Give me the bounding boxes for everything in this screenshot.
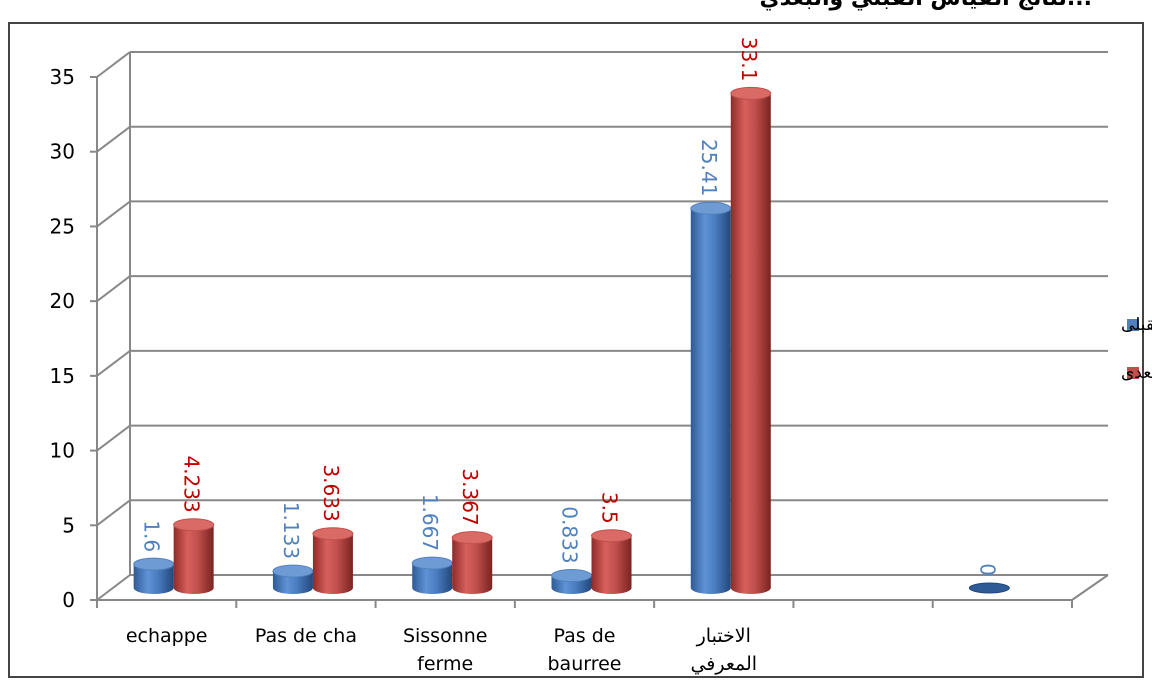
chart-title: ...نتائج القياس القبلي والبعدي xyxy=(759,0,1092,11)
bar-top xyxy=(451,531,493,545)
legend-swatch xyxy=(1127,319,1139,331)
y-tick-label: 15 xyxy=(50,364,75,388)
chart-title-strip: ...نتائج القياس القبلي والبعدي xyxy=(0,0,1152,22)
gridline-depth xyxy=(96,125,131,153)
floor-right-edge xyxy=(1071,574,1109,601)
bar-top xyxy=(591,529,632,543)
y-tick-label: 30 xyxy=(50,140,75,164)
bar xyxy=(412,563,453,594)
y-tick-label: 25 xyxy=(50,214,75,238)
data-label: 0 xyxy=(975,563,999,576)
data-label: 1.133 xyxy=(279,502,303,559)
y-tick-label: 5 xyxy=(62,513,75,537)
category-label: Pas de cha xyxy=(255,625,357,647)
bar xyxy=(272,571,313,594)
data-label: 1.667 xyxy=(418,494,442,551)
bar-top xyxy=(133,557,175,571)
bar-top xyxy=(690,201,732,215)
bar xyxy=(452,537,493,594)
category-label: echappe xyxy=(126,625,208,647)
data-label: 3.5 xyxy=(598,492,622,524)
y-tick-label: 20 xyxy=(50,289,75,313)
bar-top xyxy=(173,518,215,532)
legend: القياس القبلى القياس البعدى xyxy=(1121,315,1152,383)
gridline-depth xyxy=(96,200,131,228)
bar-top xyxy=(551,569,592,583)
data-label: 0.833 xyxy=(558,506,582,563)
category-label: baurree xyxy=(548,653,622,675)
category-label: الاختبار xyxy=(696,625,751,647)
gridline-depth xyxy=(96,350,131,377)
data-label: 25.41 xyxy=(697,139,721,196)
bar xyxy=(591,535,632,594)
bar-top xyxy=(312,527,354,541)
y-tick-label: 35 xyxy=(50,65,75,89)
gridline-depth xyxy=(96,275,131,302)
data-label: 33.1 xyxy=(737,37,761,82)
category-label: Sissonne xyxy=(403,625,488,647)
category-label: المعرفي xyxy=(690,653,757,675)
bar-top xyxy=(411,556,453,570)
data-label: 1.6 xyxy=(140,520,164,552)
gridline-depth xyxy=(96,424,131,452)
legend-swatch xyxy=(1127,367,1139,379)
gridline-depth xyxy=(96,574,131,601)
bar xyxy=(690,208,731,594)
data-label: 3.367 xyxy=(458,468,482,525)
data-label: 3.633 xyxy=(319,464,343,521)
legend-label: القياس القبلى xyxy=(1121,315,1152,335)
bar xyxy=(968,582,1010,594)
bar-top xyxy=(730,86,772,100)
bar xyxy=(312,533,353,594)
bar xyxy=(173,524,214,594)
gridline-depth xyxy=(96,499,131,527)
bar-top xyxy=(272,564,314,578)
category-label: Pas de xyxy=(554,625,616,647)
chart-frame xyxy=(8,22,1144,678)
y-tick-label: 0 xyxy=(62,588,75,612)
category-label: ferme xyxy=(417,653,473,675)
y-tick-label: 10 xyxy=(50,439,75,463)
data-label: 4.233 xyxy=(180,455,204,512)
bar xyxy=(133,564,174,594)
legend-label: القياس البعدى xyxy=(1121,363,1152,383)
bar xyxy=(730,93,771,595)
gridline-depth xyxy=(96,51,131,78)
